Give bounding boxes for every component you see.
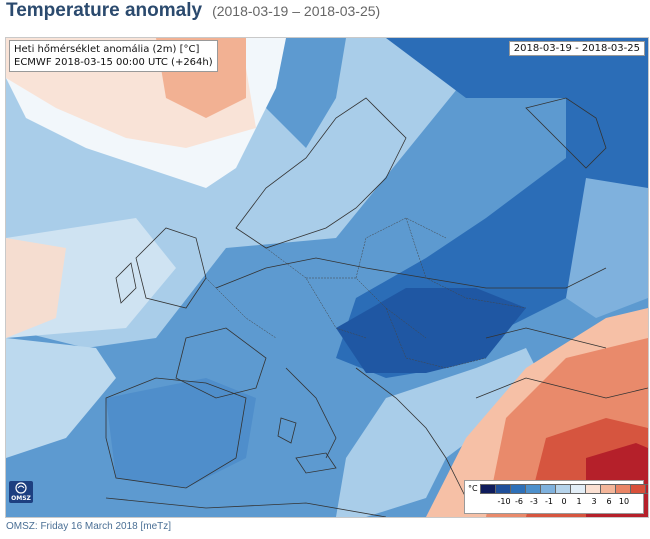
legend-color-bar — [480, 484, 648, 494]
legend-swatch — [615, 484, 631, 494]
page-title: Temperature anomaly — [6, 0, 203, 21]
legend-tick-label: 10 — [618, 497, 630, 506]
legend-swatch — [510, 484, 526, 494]
legend-swatch — [600, 484, 616, 494]
legend-swatch — [630, 484, 646, 494]
legend-tick-label: -3 — [530, 497, 538, 506]
logo-emblem-icon — [15, 482, 27, 494]
legend-tick-label: 1 — [576, 497, 582, 506]
info-box: Heti hőmérséklet anomália (2m) [°C] ECMW… — [9, 40, 218, 72]
legend-tick-label: -6 — [515, 497, 523, 506]
legend-ticks: -10 -6 -3 -1 0 1 3 6 10 — [481, 497, 641, 509]
legend-swatch — [495, 484, 511, 494]
legend-tick-label: 6 — [606, 497, 612, 506]
legend-swatch — [645, 484, 648, 494]
legend-tick-label: -10 — [497, 497, 511, 506]
anomaly-field-warm-atlantic — [6, 238, 66, 338]
footer-credit: OMSZ: Friday 16 March 2018 [meTz] — [6, 521, 172, 532]
legend-tick-label: 3 — [591, 497, 597, 506]
country-borders — [205, 217, 527, 369]
page-header: Temperature anomaly (2018-03-19 – 2018-0… — [6, 0, 380, 30]
legend-swatch — [480, 484, 496, 494]
date-range: (2018-03-19 – 2018-03-25) — [212, 3, 381, 19]
anomaly-field-iberia — [106, 378, 256, 488]
anomaly-map: Heti hőmérséklet anomália (2m) [°C] ECMW… — [5, 37, 649, 518]
map-date-label: 2018-03-19 - 2018-03-25 — [508, 41, 645, 56]
legend-tick-label: -1 — [545, 497, 553, 506]
info-line-1: Heti hőmérséklet anomália (2m) [°C] — [14, 44, 200, 55]
anomaly-field-very-strong-cold — [336, 288, 526, 373]
map-canvas — [6, 38, 648, 517]
legend-unit: °C — [468, 484, 478, 493]
anomaly-field-light-med — [336, 348, 546, 517]
info-line-2: ECMWF 2018-03-15 00:00 UTC (+264h) — [14, 57, 213, 68]
logo-text: OMSZ — [11, 495, 31, 502]
legend-swatch — [540, 484, 556, 494]
coastlines — [105, 97, 648, 517]
omsz-logo: OMSZ — [9, 481, 33, 503]
legend-swatch — [585, 484, 601, 494]
color-legend: °C -10 -6 -3 -1 0 1 3 6 10 — [464, 480, 648, 514]
anomaly-field-light-sw — [6, 338, 116, 458]
legend-swatch — [570, 484, 586, 494]
legend-tick-label: 0 — [561, 497, 567, 506]
legend-swatch — [555, 484, 571, 494]
anomaly-field-light-east — [566, 178, 648, 318]
legend-swatch — [525, 484, 541, 494]
